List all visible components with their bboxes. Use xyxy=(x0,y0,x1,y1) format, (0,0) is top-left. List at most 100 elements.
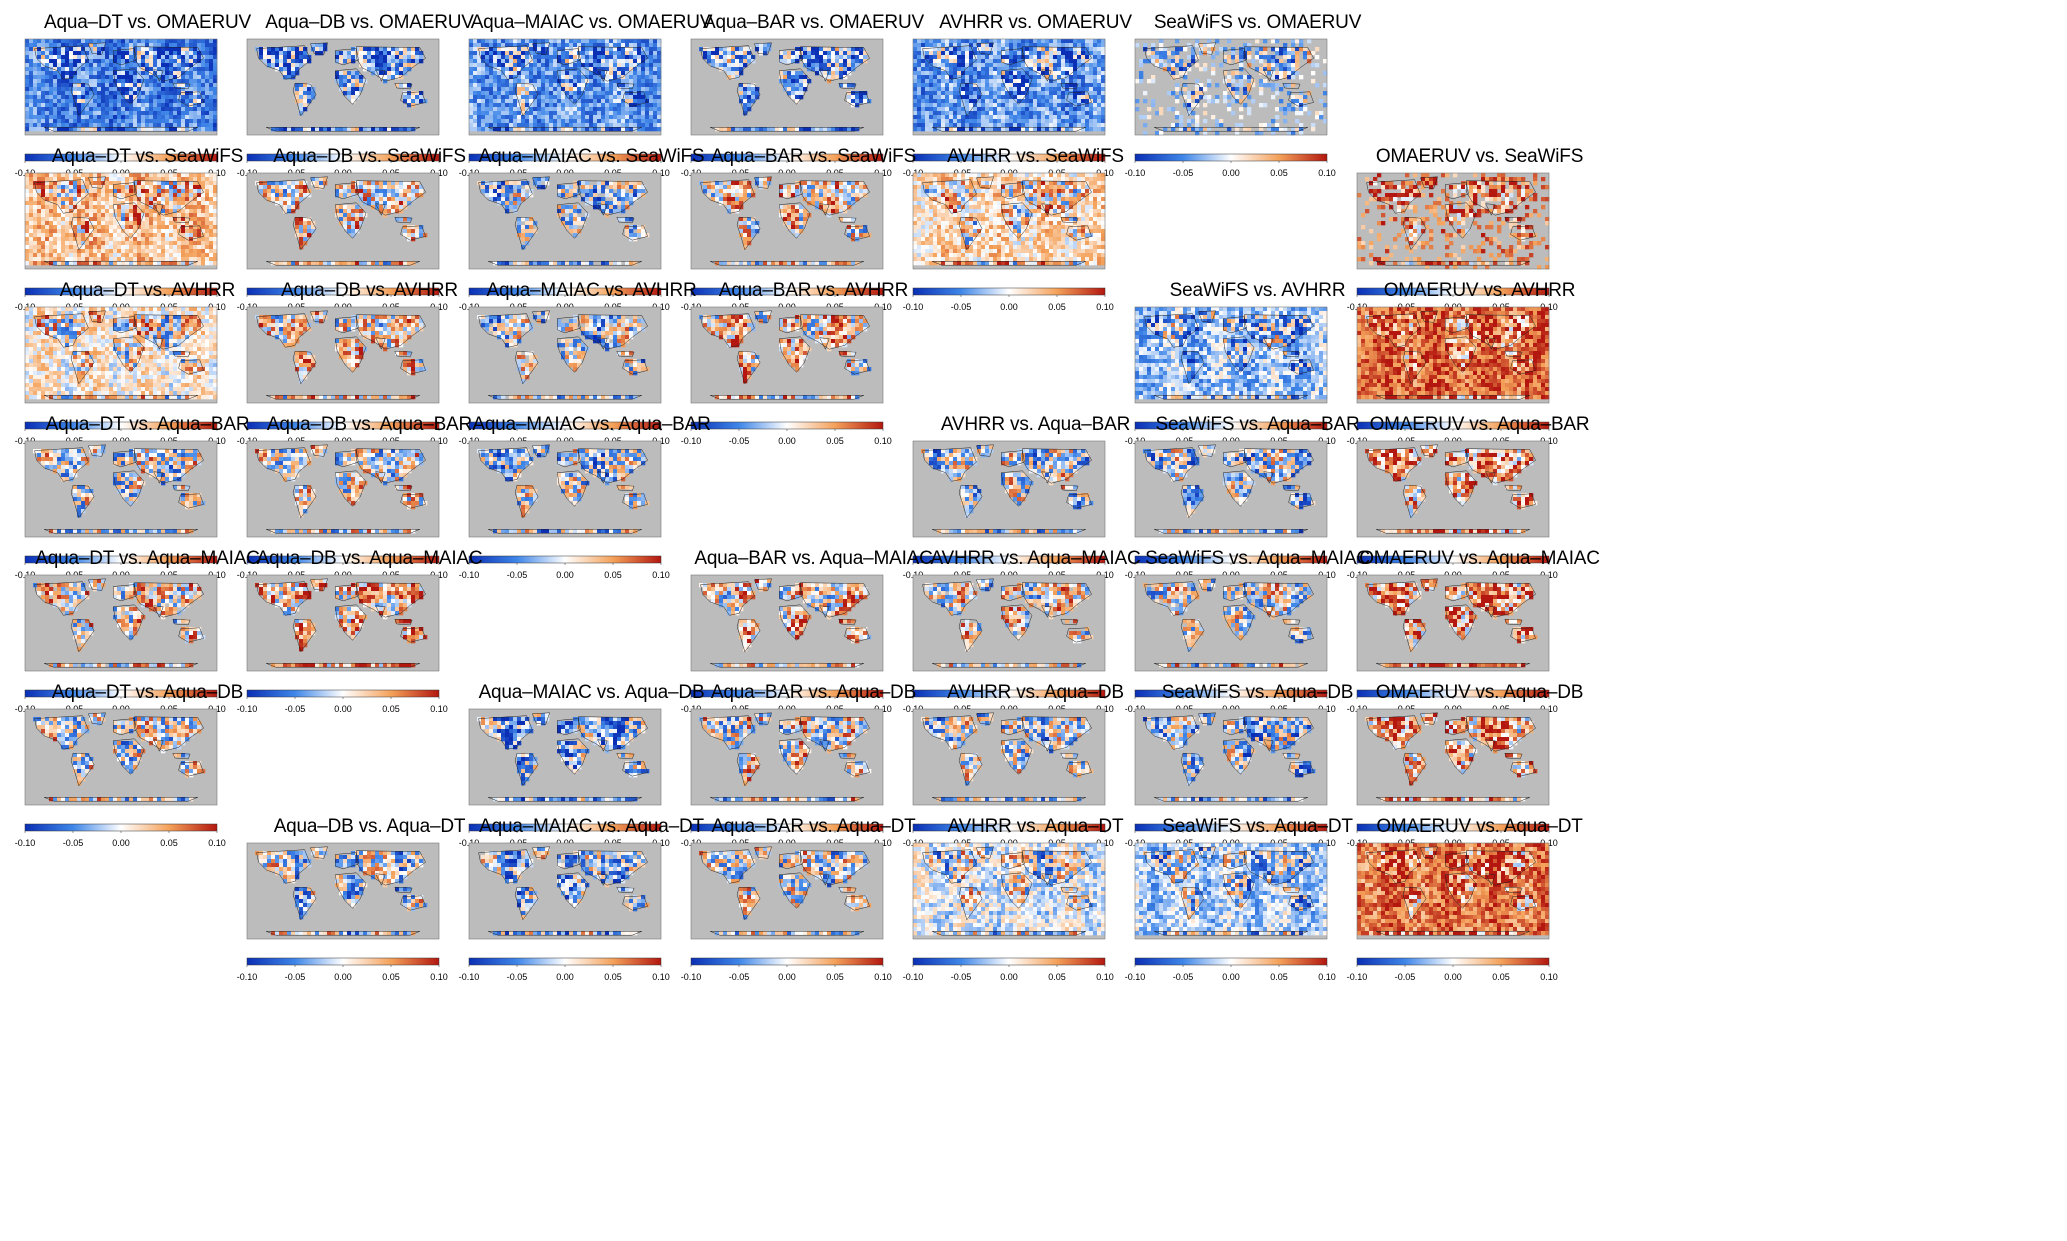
panel-title: OMAERUV vs. SeaWiFS xyxy=(1347,146,1612,168)
coastlines xyxy=(1366,846,1536,936)
difference-map xyxy=(690,708,884,833)
panel-title: SeaWiFS vs. Aqua–DT xyxy=(1125,816,1390,838)
coastlines xyxy=(700,310,870,400)
colorbar-tick-label: 0.05 xyxy=(1259,972,1299,982)
colorbar-tick-label: 0.00 xyxy=(989,972,1029,982)
colorbar-tick-label: -0.05 xyxy=(497,972,537,982)
difference-cells xyxy=(1357,173,1550,270)
panel-title: Aqua–MAIAC vs. Aqua–DB xyxy=(459,682,724,704)
panel-title: SeaWiFS vs. OMAERUV xyxy=(1125,12,1390,34)
difference-map-panel: Aqua–DB vs. Aqua–BAR-0.10-0.050.000.050.… xyxy=(237,404,502,580)
difference-cells xyxy=(25,307,218,400)
coastlines xyxy=(256,578,426,668)
difference-map-panel: OMAERUV vs. Aqua–MAIAC-0.10-0.050.000.05… xyxy=(1347,538,1612,714)
coastlines xyxy=(34,310,204,400)
colorbar-tick-label: 0.10 xyxy=(641,972,681,982)
difference-map-panel: Aqua–DT vs. Aqua–DB -0.10 -0.05 0.00 0.05 0.1… xyxy=(15,672,280,848)
difference-map xyxy=(912,440,1106,565)
difference-map xyxy=(1356,574,1550,699)
difference-map xyxy=(690,842,884,967)
difference-map xyxy=(246,842,440,967)
colorbar-tick-label: 0.05 xyxy=(815,436,855,446)
difference-cells xyxy=(699,579,872,668)
difference-map xyxy=(1356,172,1550,297)
difference-cells xyxy=(1135,843,1328,936)
difference-cells xyxy=(1135,307,1328,400)
panel-title: OMAERUV vs. Aqua–MAIAC xyxy=(1347,548,1612,570)
difference-cells xyxy=(913,173,1106,266)
colorbar-tick-label: 0.10 xyxy=(419,972,459,982)
difference-cells xyxy=(1143,713,1316,802)
panel-title: Aqua–BAR vs. SeaWiFS xyxy=(681,146,946,168)
panel-title: AVHRR vs. Aqua–MAIAC xyxy=(903,548,1168,570)
panel-title: Aqua–DT vs. SeaWiFS xyxy=(15,146,280,168)
colorbar-tick-label: -0.10 xyxy=(5,838,45,848)
colorbar-tick-label: -0.05 xyxy=(53,838,93,848)
colorbar-tick-label: 0.05 xyxy=(593,972,633,982)
difference-map xyxy=(912,38,1106,163)
colorbar-tick-label: -0.05 xyxy=(719,972,759,982)
panel-title: Aqua–DT vs. OMAERUV xyxy=(15,12,280,34)
difference-map-panel: Aqua–BAR vs. OMAERUV-0.10-0.050.000.050.… xyxy=(681,2,946,178)
colorbar-tick-label: 0.05 xyxy=(371,704,411,714)
colorbar-tick-label: -0.05 xyxy=(941,972,981,982)
coastlines xyxy=(256,42,426,132)
coastlines xyxy=(1366,712,1536,802)
difference-map xyxy=(24,172,218,297)
difference-cells xyxy=(33,713,206,802)
colorbar xyxy=(468,957,662,966)
panel-title: Aqua–MAIAC vs. Aqua–BAR xyxy=(459,414,724,436)
coastlines xyxy=(1144,846,1314,936)
colorbar-tick-label: -0.10 xyxy=(893,302,933,312)
difference-cells xyxy=(1365,445,1538,534)
coastlines xyxy=(922,712,1092,802)
difference-map-panel: Aqua–DT vs. Aqua–MAIAC-0.10-0.050.000.05… xyxy=(15,538,280,714)
colorbar-tick-label: -0.05 xyxy=(1163,168,1203,178)
difference-map-panel: AVHRR vs. Aqua–DT -0.10 -0.05 0.00 0.05 0.10 xyxy=(903,806,1168,982)
difference-cells xyxy=(469,39,662,132)
coastlines xyxy=(700,846,870,936)
difference-cells xyxy=(921,713,1094,802)
colorbar-tick-label: 0.10 xyxy=(641,570,681,580)
panel-title: Aqua–MAIAC vs. Aqua–DT xyxy=(459,816,724,838)
panel-title: Aqua–BAR vs. OMAERUV xyxy=(681,12,946,34)
difference-cells xyxy=(477,177,650,266)
coastlines xyxy=(478,176,648,266)
coastlines xyxy=(922,578,1092,668)
coastlines xyxy=(478,712,648,802)
coastlines xyxy=(700,176,870,266)
difference-map-panel: Aqua–MAIAC vs. Aqua–DB-0.10-0.050.000.05… xyxy=(459,672,724,848)
difference-map-panel: OMAERUV vs. Aqua–DB-0.10-0.050.000.050.1… xyxy=(1347,672,1612,848)
difference-map xyxy=(690,306,884,431)
difference-map-panel: Aqua–BAR vs. SeaWiFS-0.10-0.050.000.050.… xyxy=(681,136,946,312)
difference-map-panel: OMAERUV vs. SeaWiFS-0.10-0.050.000.050.1… xyxy=(1347,136,1612,312)
difference-map-panel: OMAERUV vs. Aqua–BAR-0.10-0.050.000.050.… xyxy=(1347,404,1612,580)
difference-map xyxy=(468,172,662,297)
difference-map xyxy=(246,440,440,565)
colorbar-tick-label: 0.05 xyxy=(815,972,855,982)
difference-map xyxy=(1134,38,1328,163)
difference-map-panel: Aqua–DT vs. SeaWiFS-0.10-0.050.000.050.1… xyxy=(15,136,280,312)
difference-map-panel: Aqua–BAR vs. Aqua–DB-0.10-0.050.000.050.… xyxy=(681,672,946,848)
difference-cells xyxy=(1357,843,1550,936)
difference-map-panel: Aqua–BAR vs. AVHRR -0.10 -0.05 0.00 0.05 0.10 xyxy=(681,270,946,446)
colorbar-tick-label: 0.00 xyxy=(1211,972,1251,982)
difference-map-panel: Aqua–DB vs. SeaWiFS-0.10-0.050.000.050.1… xyxy=(237,136,502,312)
difference-map xyxy=(1134,842,1328,967)
panel-title: Aqua–DB vs. Aqua–DT xyxy=(237,816,502,838)
panel-title: OMAERUV vs. Aqua–DT xyxy=(1347,816,1612,838)
difference-map xyxy=(24,708,218,833)
difference-cells xyxy=(1365,713,1538,802)
colorbar-tick-label: 0.05 xyxy=(593,570,633,580)
colorbar-tick-label: -0.10 xyxy=(227,972,267,982)
difference-map-panel: SeaWiFS vs. AVHRR-0.10-0.050.000.050.10 xyxy=(1125,270,1390,446)
colorbar xyxy=(24,823,218,832)
difference-cells xyxy=(699,713,872,802)
colorbar-tick-label: 0.05 xyxy=(1037,972,1077,982)
difference-map-panel: Aqua–BAR vs. Aqua–MAIAC-0.10-0.050.000.0… xyxy=(681,538,946,714)
difference-cells xyxy=(255,177,428,266)
difference-cells xyxy=(913,843,1106,936)
difference-map xyxy=(690,38,884,163)
difference-map xyxy=(1356,842,1550,967)
colorbar-tick-label: 0.10 xyxy=(419,704,459,714)
